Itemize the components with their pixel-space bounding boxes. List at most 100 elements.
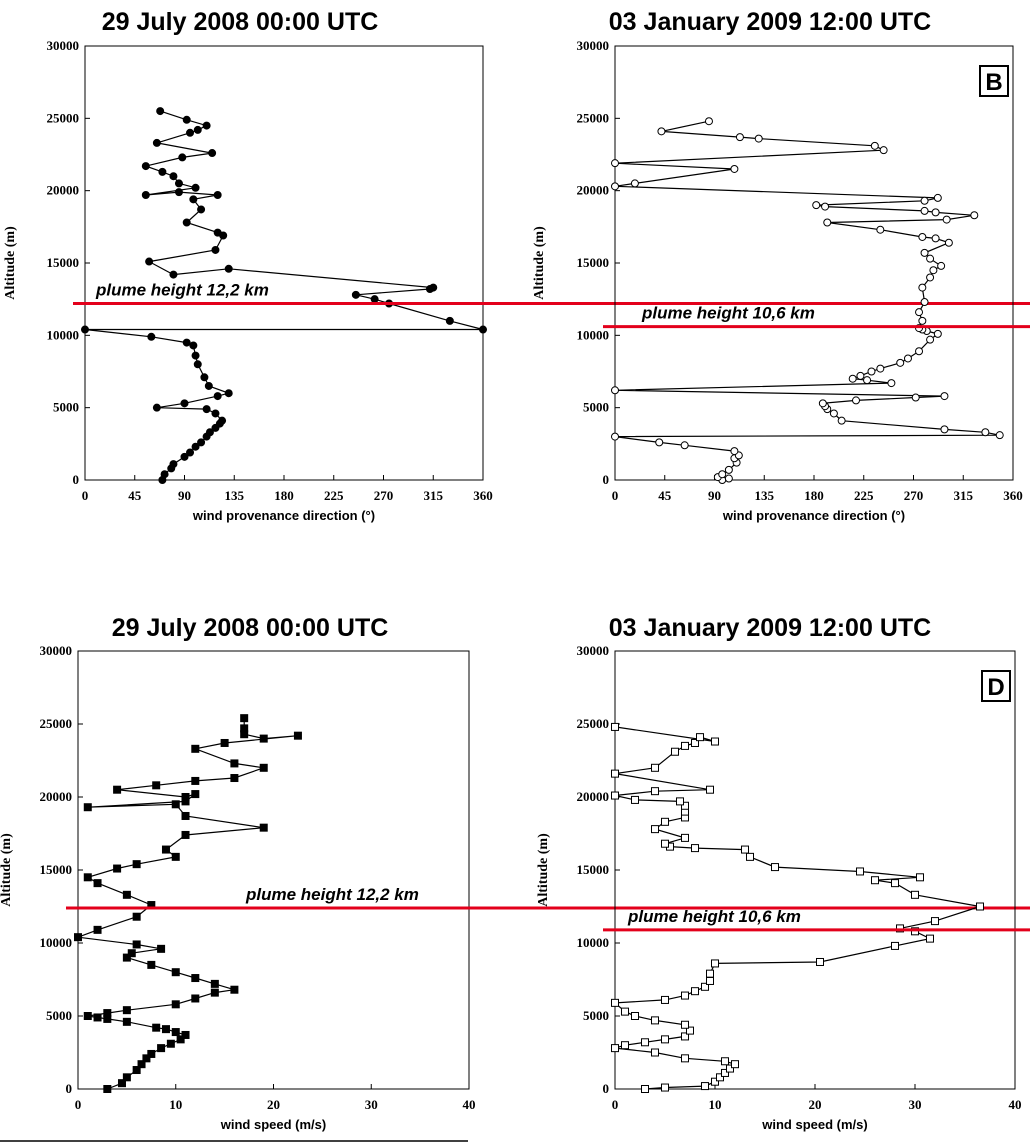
data-point-A-7 [197, 438, 206, 447]
data-point-D-39 [916, 873, 924, 882]
data-point-A-27 [479, 325, 487, 334]
data-point-D-49 [661, 817, 669, 826]
y-tick-label-B-5: 25000 [577, 110, 610, 125]
data-point-D-44 [691, 844, 699, 853]
data-point-D-21 [611, 998, 619, 1007]
data-point-D-3 [711, 1077, 719, 1086]
data-point-D-1 [661, 1083, 669, 1092]
y-tick-label-B-1: 5000 [583, 400, 609, 415]
data-point-D-10 [651, 1048, 659, 1057]
x-tick-label-C-2: 20 [267, 1097, 280, 1112]
x-tick-label-B-7: 315 [954, 488, 974, 503]
plume-height-label-A: plume height 12,2 km [95, 281, 269, 300]
data-point-D-14 [661, 1035, 669, 1044]
data-point-A-46 [191, 183, 200, 192]
data-point-A-25 [147, 332, 156, 341]
x-tick-label-C-4: 40 [463, 1097, 476, 1112]
plume-height-label-B: plume height 10,6 km [641, 304, 815, 323]
data-point-D-52 [681, 801, 689, 810]
x-tick-label-D-2: 20 [809, 1097, 822, 1112]
data-point-B-14 [940, 425, 949, 434]
x-tick-label-D-4: 40 [1009, 1097, 1022, 1112]
data-point-D-47 [681, 833, 689, 842]
data-point-B-67 [735, 133, 744, 142]
data-point-B-32 [915, 347, 924, 356]
data-point-A-54 [186, 128, 195, 137]
plot-frame-A [84, 45, 484, 481]
data-point-D-35 [976, 902, 984, 911]
data-point-D-15 [681, 1032, 689, 1041]
y-axis-label-D: Altitude (m) [536, 833, 551, 907]
data-point-D-46 [661, 839, 669, 848]
x-tick-label-B-6: 270 [904, 488, 924, 503]
data-point-A-52 [208, 149, 217, 158]
data-point-B-44 [937, 261, 946, 270]
data-point-D-60 [671, 747, 679, 756]
data-point-D-20 [621, 1007, 629, 1016]
data-point-B-1 [724, 474, 733, 483]
data-point-D-11 [611, 1044, 619, 1053]
x-tick-label-A-8: 360 [473, 488, 493, 503]
y-tick-label-D-6: 30000 [577, 643, 610, 658]
x-tick-label-D-3: 30 [909, 1097, 922, 1112]
data-point-B-64 [879, 146, 888, 155]
data-point-D-38 [871, 876, 879, 885]
data-point-D-41 [771, 863, 779, 872]
y-tick-label-D-2: 10000 [577, 935, 610, 950]
x-tick-label-A-2: 90 [178, 488, 191, 503]
data-point-B-62 [730, 164, 739, 173]
y-tick-label-C-3: 15000 [40, 862, 73, 877]
data-point-A-37 [211, 245, 220, 254]
data-point-D-25 [701, 982, 709, 991]
data-point-D-24 [691, 987, 699, 996]
data-point-D-9 [681, 1054, 689, 1063]
y-tick-label-D-4: 20000 [577, 789, 610, 804]
data-point-C-56 [230, 759, 239, 768]
data-point-D-12 [621, 1041, 629, 1050]
data-point-D-26 [706, 976, 714, 985]
x-tick-label-A-0: 0 [82, 488, 89, 503]
data-point-B-29 [876, 364, 885, 373]
data-point-B-49 [918, 232, 927, 241]
data-point-A-57 [182, 115, 191, 124]
data-point-C-16 [93, 1013, 102, 1022]
data-point-C-0 [103, 1085, 112, 1093]
x-tick-label-B-2: 90 [708, 488, 721, 503]
data-point-D-28 [711, 959, 719, 968]
data-point-A-20 [200, 373, 209, 382]
y-tick-label-D-1: 5000 [583, 1008, 609, 1023]
data-point-C-32 [74, 933, 82, 942]
data-point-C-11 [171, 1028, 180, 1037]
panel-letter-B: B [985, 69, 1002, 96]
data-point-C-34 [132, 912, 141, 921]
data-point-C-23 [230, 985, 239, 994]
data-point-D-5 [721, 1068, 729, 1077]
data-point-A-36 [145, 257, 154, 266]
data-point-B-27 [856, 371, 865, 380]
data-point-D-29 [816, 957, 824, 966]
data-point-B-51 [823, 218, 832, 227]
data-point-D-23 [681, 991, 689, 1000]
data-point-A-35 [169, 270, 178, 279]
data-point-B-61 [630, 179, 639, 188]
data-point-A-12 [218, 416, 227, 425]
data-point-D-58 [611, 769, 619, 778]
data-point-A-45 [141, 191, 150, 200]
x-tick-label-B-3: 135 [755, 488, 775, 503]
data-point-B-43 [929, 266, 938, 275]
x-tick-label-A-3: 135 [225, 488, 245, 503]
panel-bottom-right: 03 January 2009 12:00 UTC 0 5000 10000 15000… [536, 614, 1030, 1132]
data-point-B-23 [611, 386, 619, 395]
data-point-C-2 [122, 1073, 131, 1082]
data-point-C-58 [220, 738, 229, 747]
data-point-C-22 [210, 988, 219, 997]
data-point-C-28 [122, 953, 131, 962]
data-point-C-42 [161, 845, 170, 854]
data-point-B-34 [933, 329, 942, 338]
data-point-D-17 [681, 1020, 689, 1029]
data-point-B-25 [863, 376, 872, 385]
data-point-B-12 [995, 431, 1004, 440]
data-point-D-34 [931, 917, 939, 926]
data-point-C-41 [171, 852, 180, 861]
data-point-B-38 [918, 316, 927, 325]
